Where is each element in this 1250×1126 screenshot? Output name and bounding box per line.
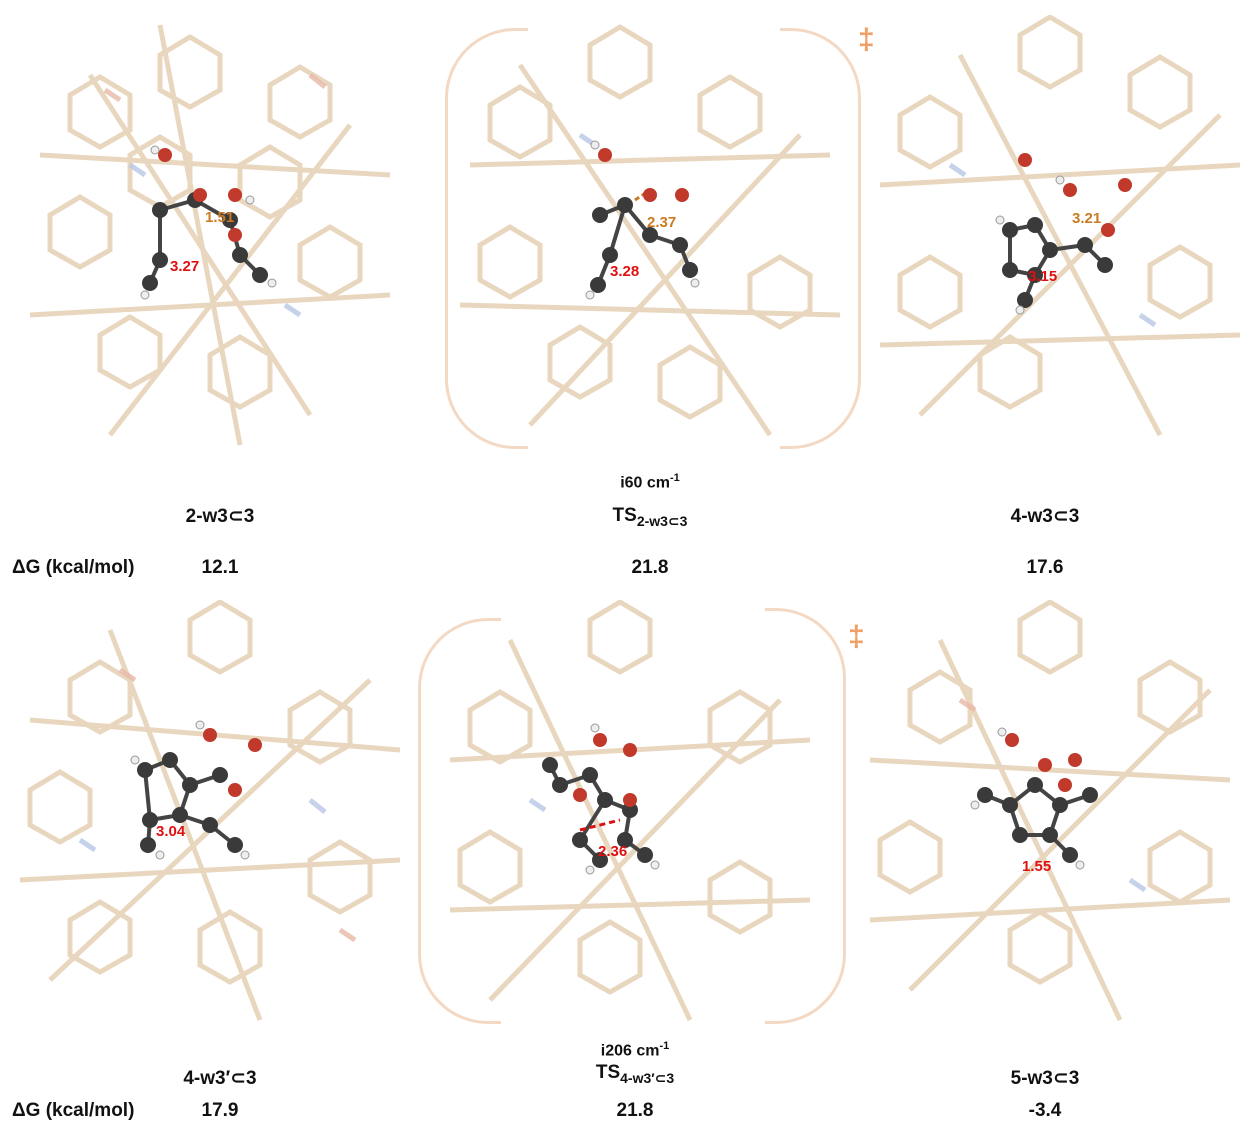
distance-label-1: 1.51 — [205, 209, 234, 226]
distance-label-1: 1.55 — [1022, 858, 1051, 875]
energy-value-2-w3: 12.1 — [201, 557, 239, 578]
energy-value-4-w3: 17.6 — [1026, 557, 1064, 578]
energy-value-ts-2-w3: 21.8 — [631, 557, 669, 578]
host-cage — [29, 24, 391, 446]
structure-label-2-w3: 2-w3⊂3 — [185, 506, 255, 527]
distance-label-1: 3.21 — [1072, 210, 1101, 227]
molecule-render: 1.51 3.27 — [29, 24, 391, 446]
structure-label-ts-4-w3-prime: TS4-w3′⊂3 — [595, 1062, 675, 1086]
energy-row-label-2: ΔG (kcal/mol) — [12, 1100, 135, 1121]
ts-dagger-1: ‡ — [858, 23, 875, 56]
molecule-panel-4-w3-prime: 3.04 — [10, 600, 410, 1040]
ts-frequency-2: i206 cm-1 — [600, 1040, 670, 1060]
energy-value-5-w3: -3.4 — [1028, 1100, 1062, 1121]
molecule-panel-ts-2-w3: 2.37 3.28 — [450, 15, 850, 455]
molecule-render: 1.55 — [869, 600, 1231, 1022]
energy-value-ts-4-w3-prime: 21.8 — [616, 1100, 654, 1121]
structure-label-4-w3: 4-w3⊂3 — [1010, 506, 1080, 527]
molecule-render: 3.21 3.15 — [879, 15, 1241, 437]
ts-dagger-2: ‡ — [848, 620, 865, 653]
ts-frequency-1: i60 cm-1 — [620, 472, 680, 492]
molecule-panel-5-w3: 1.55 — [850, 600, 1250, 1040]
distance-label-1: 3.04 — [156, 823, 186, 840]
molecule-panel-4-w3: 3.21 3.15 — [860, 15, 1250, 455]
structure-label-4-w3-prime: 4-w3′⊂3 — [183, 1068, 257, 1089]
distance-label-1: 2.36 — [598, 843, 627, 860]
energy-row-label-1: ΔG (kcal/mol) — [12, 557, 135, 578]
distance-label-2: 3.15 — [1028, 268, 1057, 285]
structure-label-5-w3: 5-w3⊂3 — [1010, 1068, 1080, 1089]
molecule-render: 3.04 — [19, 600, 401, 1021]
distance-label-1: 2.37 — [647, 214, 676, 231]
molecule-panel-2-w3: 1.51 3.27 — [10, 15, 410, 455]
distance-label-2: 3.27 — [170, 258, 199, 275]
molecule-render: 2.37 3.28 — [459, 24, 841, 437]
molecule-panel-ts-4-w3-prime: 2.36 — [430, 600, 830, 1040]
distance-label-2: 3.28 — [610, 263, 639, 280]
atoms — [140, 145, 277, 300]
molecule-render: 2.36 — [449, 600, 811, 1022]
energy-value-4-w3-prime: 17.9 — [201, 1100, 239, 1121]
structure-label-ts-2-w3: TS2-w3⊂3 — [612, 505, 688, 529]
